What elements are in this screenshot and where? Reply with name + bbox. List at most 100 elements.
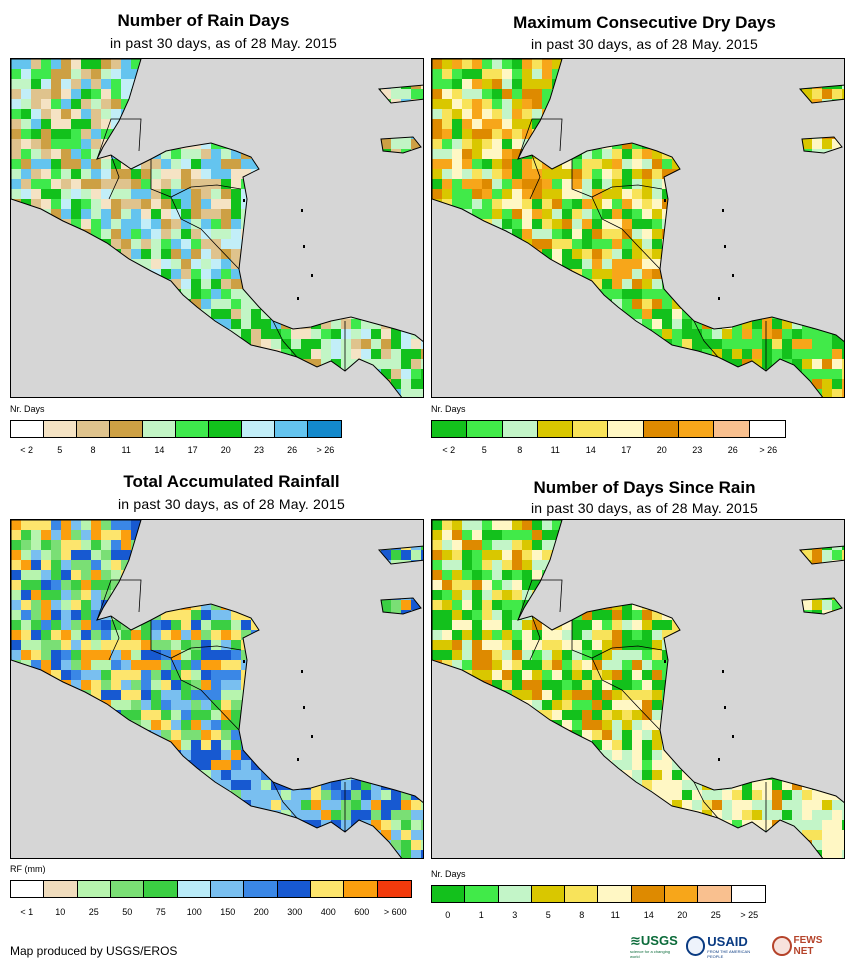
country-border: [200, 228, 240, 270]
legend-tick-label: < 2: [442, 445, 456, 455]
legend-swatch: [244, 881, 278, 897]
island: [311, 274, 313, 277]
island: [664, 660, 666, 663]
legend-tick-label: 5: [545, 910, 551, 920]
legend-tick-label: 14: [154, 445, 165, 455]
legend-tick-label: 600: [354, 907, 370, 917]
country-border: [529, 615, 541, 661]
map-canvas: [432, 520, 844, 858]
legend-ticks: 0 1 3 5 8 11 14 20 25 > 25: [431, 910, 766, 922]
map-max-dry-days: [431, 58, 845, 398]
island: [297, 758, 299, 761]
legend-tick-label: 23: [692, 445, 703, 455]
legend-swatch: [44, 421, 77, 437]
legend-swatch: [598, 886, 632, 902]
island: [732, 735, 734, 738]
coastline: [798, 84, 844, 104]
legend-tick-label: 5: [57, 445, 63, 455]
legend-swatch: [749, 421, 785, 437]
country-border: [190, 184, 242, 190]
land-grid: [432, 59, 844, 397]
island: [243, 199, 245, 202]
legend-swatch: [643, 421, 680, 437]
legend-swatch: [467, 421, 503, 437]
legend-tick-label: 11: [550, 445, 560, 455]
legend-tick-label: 20: [220, 445, 231, 455]
land-grid: [11, 59, 423, 397]
island: [664, 199, 666, 202]
legend-swatch: [731, 886, 765, 902]
legend-swatch: [44, 881, 78, 897]
legend-bar: [10, 420, 342, 438]
country-border: [190, 645, 242, 651]
legend-swatch: [209, 421, 242, 437]
island: [303, 706, 305, 709]
island: [722, 209, 724, 212]
legend-ticks: < 2 5 8 11 14 17 20 23 26 > 26: [431, 445, 786, 457]
legend-swatch: [665, 886, 699, 902]
map-total-rainfall: [10, 519, 424, 859]
coastline: [798, 545, 844, 565]
legend-swatch: [565, 886, 599, 902]
coastline: [11, 59, 423, 397]
usgs-logo: ≋USGS science for a changing world: [630, 933, 680, 959]
legend-tick-label: 150: [220, 907, 236, 917]
usgs-tagline: science for a changing world: [630, 949, 671, 959]
usaid-logo-text: USAID: [707, 933, 748, 949]
legend-tick-label: 1: [478, 910, 484, 920]
legend-swatch: [177, 881, 211, 897]
legend-tick-label: 8: [90, 445, 96, 455]
country-border: [96, 118, 142, 160]
legend-tick-label: 20: [677, 910, 688, 920]
legend-swatch: [537, 421, 574, 437]
legend-tick-label: 100: [186, 907, 202, 917]
country-border: [571, 159, 613, 198]
legend-swatch: [573, 421, 609, 437]
coastline: [432, 520, 844, 858]
legend-tick-label: 14: [643, 910, 654, 920]
fews-net-logo: FEWS NET: [771, 935, 844, 957]
panel-max-dry-days: Maximum Consecutive Dry Days in past 30 …: [427, 0, 854, 470]
fews-logo-text: FEWS NET: [793, 935, 823, 957]
legend-swatch: [714, 421, 750, 437]
legend-tick-label: 300: [287, 907, 303, 917]
legend-swatch: [631, 886, 666, 902]
coastline: [432, 59, 844, 397]
island: [301, 670, 303, 673]
country-border: [517, 118, 563, 160]
coastline: [377, 84, 423, 104]
coastline: [380, 597, 422, 615]
land-grid: [432, 520, 844, 858]
country-border: [517, 579, 563, 621]
legend-swatch: [77, 421, 110, 437]
island: [722, 670, 724, 673]
legend-swatch: [242, 421, 275, 437]
coastline: [801, 597, 843, 615]
coastline: [377, 545, 423, 565]
island: [718, 758, 720, 761]
legend-swatch: [176, 421, 209, 437]
legend-tick-label: 20: [656, 445, 667, 455]
logo-strip: ≋USGS science for a changing world USAID…: [630, 932, 844, 960]
island: [718, 297, 720, 300]
panel-title: Maximum Consecutive Dry Days: [513, 13, 776, 32]
legend-swatch: [608, 421, 644, 437]
legend-tick-label: 8: [579, 910, 585, 920]
legend-tick-label: 3: [512, 910, 518, 920]
island: [243, 660, 245, 663]
country-border: [693, 781, 719, 819]
legend-tick-label: > 26: [759, 445, 778, 455]
legend-label: RF (mm): [10, 864, 46, 874]
legend-label: Nr. Days: [431, 404, 466, 414]
legend-tick-label: 200: [253, 907, 269, 917]
panel-subtitle: in past 30 days, as of 28 May. 2015: [531, 500, 758, 516]
legend-tick-label: > 26: [316, 445, 335, 455]
legend-swatch: [502, 421, 538, 437]
map-canvas: [432, 59, 844, 397]
legend-swatch: [679, 421, 715, 437]
panel-subtitle: in past 30 days, as of 28 May. 2015: [118, 496, 345, 512]
country-border: [571, 620, 613, 659]
legend-swatch: [698, 886, 732, 902]
country-border: [693, 320, 719, 358]
panel-title: Number of Rain Days: [117, 11, 290, 30]
